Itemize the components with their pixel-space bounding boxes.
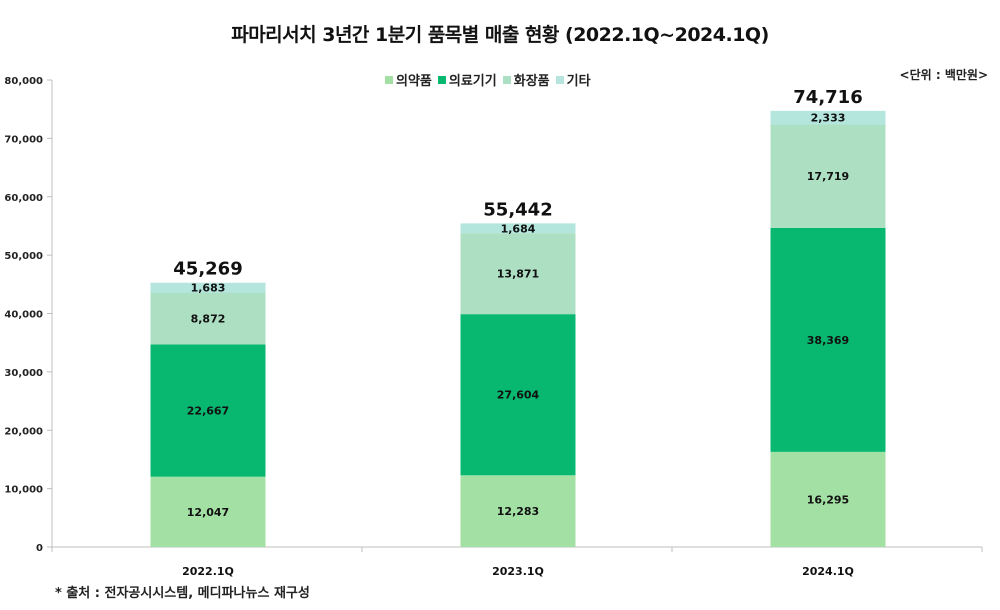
data-label: 12,047 bbox=[187, 506, 229, 519]
source-note: * 출처 : 전자공시시스템, 메디파나뉴스 재구성 bbox=[55, 586, 310, 601]
legend-item-pharmaceuticals: 의약품 bbox=[385, 70, 432, 89]
y-tick-label: 50,000 bbox=[4, 251, 43, 262]
bar-segment bbox=[150, 344, 266, 477]
legend-item-cosmetics: 화장품 bbox=[502, 70, 550, 89]
unit-label: <단위 : 백만원> bbox=[899, 68, 988, 82]
total-label: 74,716 bbox=[793, 87, 862, 108]
data-label: 1,683 bbox=[191, 282, 226, 295]
y-tick-label: 0 bbox=[36, 543, 43, 554]
legend-item-medical-devices: 의료기기 bbox=[437, 70, 497, 89]
bar-segment bbox=[770, 110, 886, 125]
y-tick-label: 70,000 bbox=[4, 134, 43, 145]
legend-swatch bbox=[502, 75, 511, 84]
chart-title: 파마리서치 3년간 1분기 품목별 매출 현황 (2022.1Q~2024.1Q… bbox=[231, 24, 769, 46]
y-tick-label: 30,000 bbox=[4, 368, 43, 379]
legend-label: 기타 bbox=[566, 74, 591, 89]
bar-segment bbox=[460, 233, 576, 315]
legend-label: 화장품 bbox=[513, 74, 550, 89]
data-label: 2,333 bbox=[811, 112, 846, 125]
y-tick-label: 10,000 bbox=[4, 485, 43, 496]
data-label: 1,684 bbox=[501, 222, 536, 235]
legend-swatch bbox=[437, 75, 446, 84]
data-label: 16,295 bbox=[807, 493, 849, 506]
bar-segment bbox=[150, 292, 266, 345]
x-tick-label: 2023.1Q bbox=[492, 565, 544, 578]
bar-segment bbox=[770, 227, 886, 452]
bar-segment bbox=[460, 475, 576, 547]
data-label: 38,369 bbox=[807, 334, 849, 347]
data-label: 13,871 bbox=[497, 268, 539, 281]
data-label: 8,872 bbox=[191, 312, 226, 325]
legend: 의약품 의료기기 화장품 기타 bbox=[385, 70, 591, 89]
x-tick-label: 2024.1Q bbox=[802, 565, 854, 578]
y-tick-label: 80,000 bbox=[4, 76, 43, 87]
data-label: 17,719 bbox=[807, 170, 849, 183]
bar-segment bbox=[770, 451, 886, 547]
bar-segment bbox=[770, 124, 886, 228]
bar-segment bbox=[150, 282, 266, 293]
bar-segment bbox=[460, 223, 576, 234]
legend-swatch bbox=[385, 75, 393, 84]
x-tick-label: 2022.1Q bbox=[182, 565, 234, 578]
data-label: 12,283 bbox=[497, 505, 539, 518]
data-label: 27,604 bbox=[497, 389, 540, 402]
y-tick-label: 60,000 bbox=[4, 193, 43, 204]
total-label: 45,269 bbox=[173, 259, 242, 280]
data-label: 22,667 bbox=[187, 405, 229, 418]
legend-label: 의료기기 bbox=[448, 74, 497, 89]
legend-item-other: 기타 bbox=[555, 70, 591, 89]
y-tick-label: 40,000 bbox=[4, 310, 43, 321]
bar-segment bbox=[460, 314, 576, 476]
legend-swatch bbox=[555, 75, 564, 84]
legend-label: 의약품 bbox=[396, 74, 432, 89]
y-tick-label: 20,000 bbox=[4, 426, 43, 437]
total-label: 55,442 bbox=[483, 199, 552, 220]
bar-segment bbox=[150, 476, 266, 547]
